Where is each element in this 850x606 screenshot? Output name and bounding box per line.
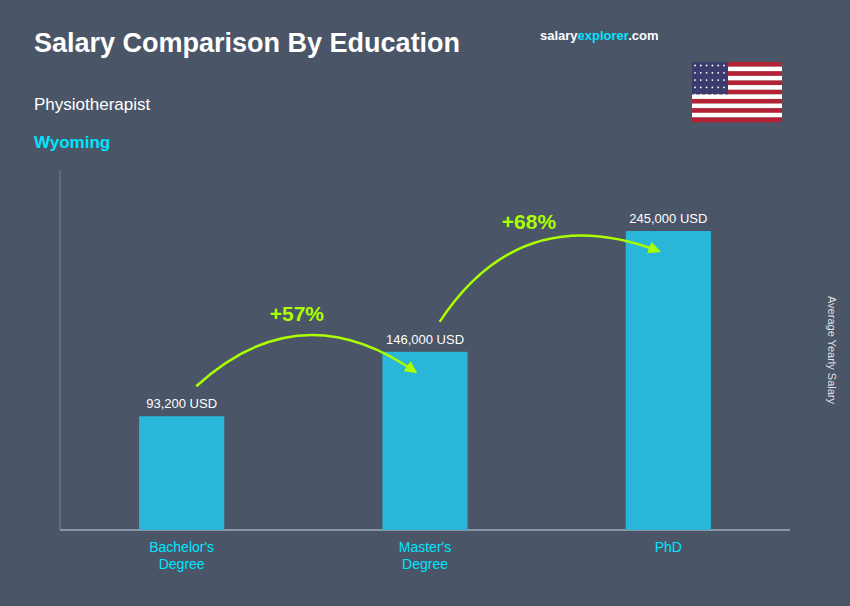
- flag-star: [712, 65, 714, 67]
- x-tick-label-line: Bachelor's: [149, 539, 214, 555]
- x-tick-label: PhD: [655, 539, 682, 555]
- bar: [139, 416, 224, 530]
- flag-star: [717, 65, 719, 67]
- flag-star: [706, 87, 708, 89]
- flag-star: [712, 94, 714, 96]
- chart-container: Salary Comparison By Education Physiother…: [0, 0, 850, 606]
- flag-star: [700, 94, 702, 96]
- annotation-label: +57%: [270, 302, 325, 325]
- flag-star: [694, 87, 696, 89]
- brand-part: salary: [540, 28, 578, 43]
- brand: salaryexplorer.com: [540, 28, 659, 43]
- subtitle: Physiotherapist: [34, 95, 151, 114]
- flag-star: [700, 65, 702, 67]
- flag-star: [723, 94, 725, 96]
- annotation-arrow: [196, 335, 415, 386]
- flag-star: [694, 94, 696, 96]
- value-label: 93,200 USD: [146, 396, 217, 411]
- value-label: 146,000 USD: [386, 332, 464, 347]
- flag-star: [723, 79, 725, 81]
- flag-stripe: [692, 117, 782, 122]
- x-tick-label-line: PhD: [655, 539, 682, 555]
- flag-star: [694, 72, 696, 74]
- x-tick-label-line: Degree: [159, 556, 205, 572]
- flag-star: [712, 72, 714, 74]
- value-label: 245,000 USD: [629, 211, 707, 226]
- x-tick-label: Bachelor'sDegree: [149, 539, 214, 572]
- x-tick-label: Master'sDegree: [399, 539, 451, 572]
- flag-stripe: [692, 113, 782, 118]
- flag-star: [717, 94, 719, 96]
- flag-star: [712, 79, 714, 81]
- flag: [692, 62, 782, 122]
- brand-part: explorer: [578, 28, 629, 43]
- background: [0, 0, 850, 606]
- x-tick-label-line: Degree: [402, 556, 448, 572]
- flag-star: [700, 79, 702, 81]
- flag-star: [700, 87, 702, 89]
- flag-star: [706, 79, 708, 81]
- flag-stripe: [692, 94, 782, 99]
- chart: Salary Comparison By Education Physiother…: [0, 0, 850, 606]
- bar: [382, 352, 467, 530]
- flag-canton: [692, 62, 728, 94]
- flag-star: [694, 79, 696, 81]
- title: Salary Comparison By Education: [34, 28, 460, 58]
- flag-stripe: [692, 104, 782, 109]
- flag-stripe: [692, 99, 782, 104]
- flag-star: [694, 65, 696, 67]
- flag-star: [717, 79, 719, 81]
- bars: [139, 231, 711, 530]
- brand-part: .com: [628, 28, 658, 43]
- flag-star: [723, 87, 725, 89]
- flag-star: [723, 72, 725, 74]
- y-axis-label: Average Yearly Salary: [826, 296, 838, 405]
- subtitle: Wyoming: [34, 133, 110, 152]
- flag-stripe: [692, 108, 782, 113]
- flag-star: [712, 87, 714, 89]
- flag-star: [723, 65, 725, 67]
- flag-star: [717, 72, 719, 74]
- flag-star: [717, 87, 719, 89]
- x-tick-label-line: Master's: [399, 539, 451, 555]
- page: {"chart_data": {"type": "bar", "title": …: [0, 0, 850, 606]
- flag-star: [706, 72, 708, 74]
- annotation-arrow: [440, 235, 659, 321]
- flag-star: [706, 65, 708, 67]
- annotation-label: +68%: [502, 210, 557, 233]
- flag-star: [706, 94, 708, 96]
- flag-star: [700, 72, 702, 74]
- bar: [626, 231, 711, 530]
- y-axis-line: [60, 170, 61, 530]
- annotations: +57% +68%: [196, 210, 658, 387]
